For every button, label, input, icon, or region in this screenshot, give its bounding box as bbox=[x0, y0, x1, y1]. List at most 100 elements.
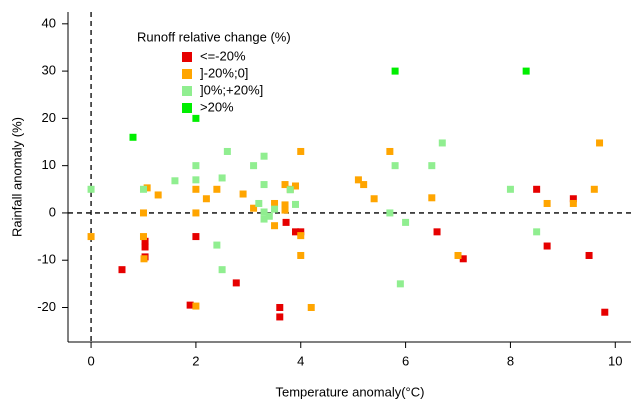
point bbox=[260, 152, 268, 160]
point bbox=[239, 190, 247, 198]
y-tick-label: 20 bbox=[42, 110, 56, 125]
y-axis-title: Rainfall anomaly (%) bbox=[9, 117, 24, 237]
point bbox=[281, 206, 289, 214]
point bbox=[154, 191, 162, 199]
point bbox=[260, 181, 268, 189]
point bbox=[601, 308, 609, 316]
legend-swatch bbox=[182, 69, 192, 79]
point bbox=[360, 181, 368, 189]
legend-label: ]0%;+20%] bbox=[200, 82, 263, 97]
point bbox=[140, 255, 148, 263]
point bbox=[454, 251, 462, 259]
point bbox=[297, 147, 305, 155]
point bbox=[223, 147, 231, 155]
legend-swatch bbox=[182, 52, 192, 62]
point bbox=[533, 228, 541, 236]
point bbox=[522, 67, 530, 75]
point bbox=[533, 185, 541, 193]
point bbox=[370, 195, 378, 203]
point bbox=[459, 255, 467, 263]
point bbox=[213, 241, 221, 249]
x-tick-label: 4 bbox=[297, 353, 304, 368]
point bbox=[569, 199, 577, 207]
point bbox=[192, 302, 200, 310]
x-tick-label: 2 bbox=[192, 353, 199, 368]
point bbox=[396, 280, 404, 288]
point bbox=[292, 228, 300, 236]
point bbox=[213, 185, 221, 193]
point bbox=[139, 233, 147, 241]
y-tick-label: 30 bbox=[42, 63, 56, 78]
point bbox=[585, 251, 593, 259]
point bbox=[141, 237, 149, 245]
point bbox=[265, 212, 273, 220]
point bbox=[250, 204, 258, 212]
point bbox=[271, 222, 279, 230]
point bbox=[543, 199, 551, 207]
point bbox=[192, 114, 200, 122]
y-tick-label: 10 bbox=[42, 157, 56, 172]
point bbox=[276, 303, 284, 311]
point bbox=[386, 209, 394, 217]
point bbox=[129, 133, 137, 141]
legend-swatch bbox=[182, 103, 192, 113]
legend-label: >20% bbox=[200, 99, 234, 114]
point bbox=[255, 199, 263, 207]
x-axis-title: Temperature anomaly(°C) bbox=[276, 384, 425, 399]
point bbox=[386, 147, 394, 155]
point bbox=[186, 301, 194, 309]
point bbox=[391, 67, 399, 75]
point bbox=[118, 266, 126, 274]
point bbox=[192, 176, 200, 184]
point bbox=[87, 185, 95, 193]
y-tick-label: -20 bbox=[37, 299, 56, 314]
x-tick-label: 10 bbox=[608, 353, 622, 368]
legend-swatch bbox=[182, 86, 192, 96]
point bbox=[428, 194, 436, 202]
point bbox=[218, 266, 226, 274]
point bbox=[569, 195, 577, 203]
point bbox=[596, 139, 604, 147]
point bbox=[292, 200, 300, 208]
point bbox=[143, 184, 151, 192]
point bbox=[139, 185, 147, 193]
point bbox=[141, 243, 149, 251]
point bbox=[260, 215, 268, 223]
point bbox=[286, 186, 294, 194]
point bbox=[354, 176, 362, 184]
y-tick-label: 0 bbox=[49, 204, 56, 219]
point bbox=[260, 208, 268, 216]
point bbox=[506, 185, 514, 193]
point bbox=[218, 174, 226, 182]
point bbox=[438, 139, 446, 147]
point bbox=[590, 185, 598, 193]
y-tick-label: -10 bbox=[37, 252, 56, 267]
point bbox=[276, 313, 284, 321]
point bbox=[192, 185, 200, 193]
point bbox=[391, 162, 399, 170]
x-tick-label: 0 bbox=[87, 353, 94, 368]
legend-title: Runoff relative change (%) bbox=[137, 29, 291, 44]
point bbox=[281, 181, 289, 189]
point bbox=[297, 232, 305, 240]
x-tick-label: 8 bbox=[507, 353, 514, 368]
point bbox=[402, 218, 410, 226]
point bbox=[202, 195, 210, 203]
point bbox=[307, 303, 315, 311]
x-tick-label: 6 bbox=[402, 353, 409, 368]
legend-label: <=-20% bbox=[200, 48, 246, 63]
point bbox=[271, 205, 279, 213]
point bbox=[543, 242, 551, 250]
point bbox=[250, 162, 258, 170]
point bbox=[192, 233, 200, 241]
point bbox=[281, 201, 289, 209]
point bbox=[271, 199, 279, 207]
point bbox=[282, 218, 290, 226]
point bbox=[297, 228, 305, 236]
point bbox=[87, 233, 95, 241]
point bbox=[292, 182, 300, 190]
point bbox=[433, 228, 441, 236]
point bbox=[192, 209, 200, 217]
point bbox=[297, 251, 305, 259]
